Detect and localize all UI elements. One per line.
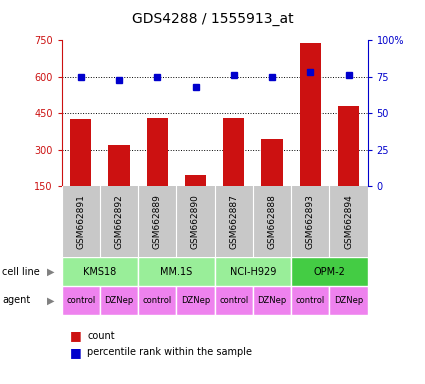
Bar: [261, 139, 283, 186]
Text: GSM662891: GSM662891: [76, 194, 85, 249]
Text: GSM662887: GSM662887: [229, 194, 238, 249]
Text: ▶: ▶: [47, 266, 55, 277]
Text: GDS4288 / 1555913_at: GDS4288 / 1555913_at: [132, 12, 293, 25]
Text: DZNep: DZNep: [258, 296, 286, 305]
Text: cell line: cell line: [2, 266, 40, 277]
Bar: [108, 145, 130, 186]
Text: agent: agent: [2, 295, 30, 306]
Text: ■: ■: [70, 329, 82, 343]
Text: percentile rank within the sample: percentile rank within the sample: [87, 347, 252, 357]
Text: count: count: [87, 331, 115, 341]
Bar: [223, 118, 244, 186]
Text: GSM662889: GSM662889: [153, 194, 162, 249]
Bar: [176, 286, 215, 315]
Bar: [329, 286, 368, 315]
Text: control: control: [219, 296, 248, 305]
Text: KMS18: KMS18: [83, 266, 116, 277]
Bar: [291, 257, 368, 286]
Bar: [70, 119, 91, 186]
Text: OPM-2: OPM-2: [313, 266, 345, 277]
Text: ▶: ▶: [47, 295, 55, 306]
Bar: [138, 257, 215, 286]
Text: control: control: [296, 296, 325, 305]
Bar: [62, 257, 138, 286]
Text: control: control: [66, 296, 95, 305]
Text: MM.1S: MM.1S: [160, 266, 193, 277]
Text: GSM662893: GSM662893: [306, 194, 315, 249]
Text: DZNep: DZNep: [334, 296, 363, 305]
Text: control: control: [143, 296, 172, 305]
Bar: [215, 286, 253, 315]
Text: DZNep: DZNep: [105, 296, 133, 305]
Text: ■: ■: [70, 346, 82, 359]
Bar: [185, 175, 206, 186]
Text: GSM662888: GSM662888: [267, 194, 277, 249]
Bar: [291, 286, 329, 315]
Bar: [338, 106, 359, 186]
Text: NCI-H929: NCI-H929: [230, 266, 276, 277]
Text: GSM662894: GSM662894: [344, 194, 353, 249]
Text: DZNep: DZNep: [181, 296, 210, 305]
Bar: [138, 286, 176, 315]
Bar: [100, 286, 138, 315]
Text: GSM662890: GSM662890: [191, 194, 200, 249]
Bar: [215, 257, 291, 286]
Text: GSM662892: GSM662892: [114, 194, 124, 249]
Bar: [253, 286, 291, 315]
Bar: [147, 118, 168, 186]
Bar: [300, 43, 321, 186]
Bar: [62, 286, 100, 315]
